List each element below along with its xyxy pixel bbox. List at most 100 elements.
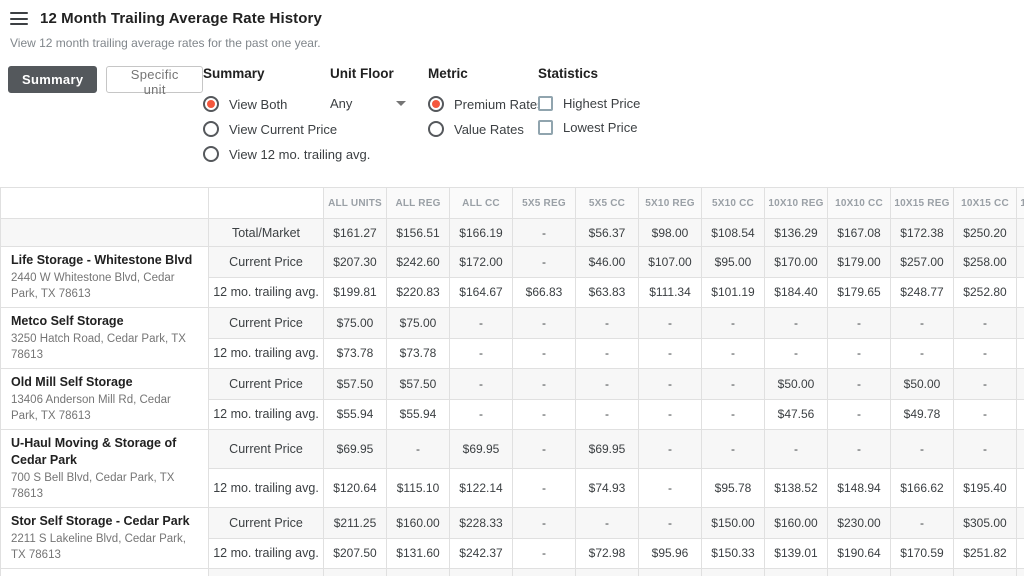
row-label: Current Price xyxy=(208,246,324,278)
unit-floor-filter-group: Unit Floor Any xyxy=(330,66,428,111)
table-row: Reagan Blvd Storage14301 Ronald Reagan B… xyxy=(0,568,1024,576)
rate-cell: - xyxy=(827,337,891,370)
rate-cell: $50.00 xyxy=(764,368,828,400)
rate-cell: - xyxy=(890,507,954,539)
radio-label: View 12 mo. trailing avg. xyxy=(229,146,371,162)
rate-cell: $305.00 xyxy=(953,507,1017,539)
rate-cell xyxy=(1016,398,1024,431)
facility-name: Stor Self Storage - Cedar Park xyxy=(11,514,190,529)
rate-cell: $95.00 xyxy=(701,246,765,278)
facility-name: U-Haul Moving & Storage of Cedar Park xyxy=(11,436,177,468)
rate-cell: - xyxy=(638,307,702,339)
rate-cell: $207.30 xyxy=(323,246,387,278)
table-header-row: ALL UNITS ALL REG ALL CC 5X5 REG 5X5 CC 5X10 … xyxy=(0,187,1024,219)
rate-cell: $52.00 xyxy=(575,568,639,576)
rate-cell: - xyxy=(953,398,1017,431)
rate-cell: - xyxy=(512,568,576,576)
rate-cell: - xyxy=(512,398,576,431)
rate-cell: $50.00 xyxy=(890,368,954,400)
rate-cell: - xyxy=(512,537,576,570)
rate-cell: - xyxy=(953,368,1017,400)
rate-cell: $190.64 xyxy=(827,537,891,570)
rate-cell: - xyxy=(512,307,576,339)
radio-premium-rates[interactable]: Premium Rates xyxy=(428,96,544,112)
column-header-5x10-reg: 5X10 REG xyxy=(638,187,702,219)
row-label: 12 mo. trailing avg. xyxy=(208,398,324,431)
rate-cell xyxy=(1016,246,1024,278)
column-header-10x15-cc: 10X15 CC xyxy=(953,187,1017,219)
unit-floor-select[interactable]: Any xyxy=(330,96,406,111)
rate-cell: - xyxy=(890,568,954,576)
rate-cell xyxy=(1016,429,1024,470)
rate-cell: $184.40 xyxy=(764,276,828,309)
rate-cell: $69.95 xyxy=(575,429,639,470)
rate-cell: - xyxy=(638,368,702,400)
table-row: 12 mo. trailing avg. $207.50 $131.60 $242.3… xyxy=(1,537,1024,570)
metric-group-label: Metric xyxy=(428,66,468,81)
rate-cell: $150.33 xyxy=(701,537,765,570)
row-label: Current Price xyxy=(208,307,324,339)
rate-cell: $167.08 xyxy=(827,218,891,247)
summary-tab-button[interactable]: Summary xyxy=(8,66,98,93)
row-label: 12 mo. trailing avg. xyxy=(208,468,324,509)
rate-cell: $211.25 xyxy=(323,507,387,539)
rate-cell: $251.82 xyxy=(953,537,1017,570)
rate-cell: - xyxy=(386,568,450,576)
rate-cell: $69.95 xyxy=(449,429,513,470)
page-subtitle: View 12 month trailing average rates for… xyxy=(10,36,321,50)
rate-cell: $63.83 xyxy=(575,276,639,309)
rate-cell: $66.83 xyxy=(512,276,576,309)
rate-cell: $69.95 xyxy=(323,429,387,470)
table-row: Metco Self Storage 3250 Hatch Road, Cedar… xyxy=(0,307,1024,370)
rate-cell: $95.78 xyxy=(701,468,765,509)
column-header-10x15-reg: 10X15 REG xyxy=(890,187,954,219)
rate-cell: - xyxy=(575,307,639,339)
rate-cell: $258.00 xyxy=(953,246,1017,278)
rate-cell: - xyxy=(512,246,576,278)
column-header-10x10-cc: 10X10 CC xyxy=(827,187,891,219)
facility-column-header xyxy=(0,187,209,219)
rate-cell: - xyxy=(449,398,513,431)
rate-cell: $72.98 xyxy=(575,537,639,570)
checkbox-icon xyxy=(538,120,553,135)
rate-cell: - xyxy=(827,368,891,400)
rate-cell: $74.93 xyxy=(575,468,639,509)
checkbox-lowest-price[interactable]: Lowest Price xyxy=(538,120,640,135)
rate-cell: $57.50 xyxy=(386,368,450,400)
radio-label: Value Rates xyxy=(454,121,524,137)
summary-filter-group: Summary View Both View Current Price Vie… xyxy=(203,66,370,171)
rate-cell: $160.00 xyxy=(386,507,450,539)
radio-view-current-price[interactable]: View Current Price xyxy=(203,121,337,137)
top-bar: 12 Month Trailing Average Rate History xyxy=(0,0,1024,27)
specific-unit-tab-button[interactable]: Specific unit xyxy=(106,66,203,97)
column-header-5x5-cc: 5X5 CC xyxy=(575,187,639,219)
rate-cell: $257.00 xyxy=(890,246,954,278)
radio-value-rates[interactable]: Value Rates xyxy=(428,121,538,137)
rate-cell: $98.00 xyxy=(638,218,702,247)
rate-cell: - xyxy=(575,337,639,370)
facility-cell: Life Storage - Whitestone Blvd 2440 W Whi… xyxy=(0,245,209,309)
rate-cell: $75.00 xyxy=(323,307,387,339)
row-label: 12 mo. trailing avg. xyxy=(208,276,324,309)
summary-group-label: Summary xyxy=(203,66,265,81)
rate-cell: $172.38 xyxy=(890,218,954,247)
rate-cell: - xyxy=(701,337,765,370)
rate-cell: - xyxy=(701,429,765,470)
radio-view-trailing-avg[interactable]: View 12 mo. trailing avg. xyxy=(203,146,370,162)
rate-cell xyxy=(1016,307,1024,339)
rate-cell: - xyxy=(701,398,765,431)
rate-cell: - xyxy=(575,507,639,539)
rate-cell: - xyxy=(512,368,576,400)
radio-view-both[interactable]: View Both xyxy=(203,96,330,112)
rate-cell: $252.80 xyxy=(953,276,1017,309)
rate-cell: $190.17 xyxy=(323,568,387,576)
rate-cell: $57.50 xyxy=(323,368,387,400)
menu-icon[interactable] xyxy=(10,12,28,25)
rate-cell: $166.19 xyxy=(449,218,513,247)
radio-icon xyxy=(428,121,444,137)
rate-cell: $115.10 xyxy=(386,468,450,509)
row-label: Current Price xyxy=(208,568,324,576)
rate-cell: - xyxy=(953,337,1017,370)
checkbox-highest-price[interactable]: Highest Price xyxy=(538,96,640,111)
rate-cell: $136.29 xyxy=(764,218,828,247)
